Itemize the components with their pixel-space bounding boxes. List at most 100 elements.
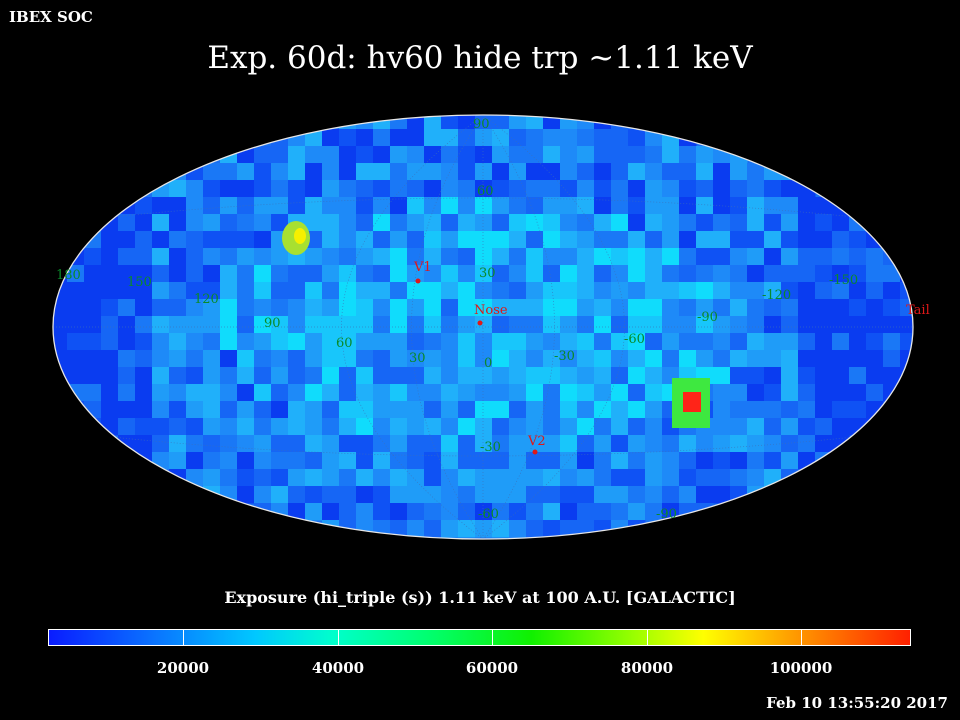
- exposure-cell: [424, 265, 442, 283]
- exposure-cell: [203, 384, 221, 402]
- exposure-cell: [407, 282, 425, 300]
- exposure-cell: [339, 333, 357, 351]
- exposure-cell: [526, 452, 544, 470]
- exposure-cell: [101, 316, 119, 334]
- exposure-cell: [696, 299, 714, 317]
- colorbar-tick: [338, 629, 339, 646]
- exposure-cell: [424, 180, 442, 198]
- exposure-cell: [424, 435, 442, 453]
- exposure-cell: [118, 350, 136, 368]
- exposure-cell: [832, 401, 850, 419]
- exposure-cell: [492, 115, 510, 130]
- exposure-cell: [832, 231, 850, 249]
- exposure-cell: [628, 435, 646, 453]
- exposure-cell: [390, 214, 408, 232]
- exposure-cell: [186, 435, 204, 453]
- exposure-cell: [509, 299, 527, 317]
- exposure-cell: [764, 384, 782, 402]
- exposure-cell: [441, 350, 459, 368]
- exposure-cell: [662, 231, 680, 249]
- exposure-cell: [713, 231, 731, 249]
- exposure-cell: [254, 333, 272, 351]
- exposure-cell: [322, 214, 340, 232]
- exposure-cell: [254, 282, 272, 300]
- exposure-cell: [679, 265, 697, 283]
- exposure-cell: [237, 452, 255, 470]
- exposure-cell: [271, 214, 289, 232]
- exposure-cell: [526, 265, 544, 283]
- exposure-cell: [492, 146, 510, 164]
- exposure-cell: [645, 316, 663, 334]
- exposure-cell: [509, 350, 527, 368]
- exposure-cell: [696, 282, 714, 300]
- exposure-cell: [509, 469, 527, 487]
- exposure-cell: [441, 299, 459, 317]
- exposure-cell: [424, 486, 442, 504]
- exposure-cell: [407, 197, 425, 215]
- exposure-cell: [322, 197, 340, 215]
- longitude-label: 150: [127, 275, 152, 290]
- exposure-cell: [305, 401, 323, 419]
- exposure-cell: [407, 265, 425, 283]
- longitude-label: 120: [194, 292, 219, 307]
- exposure-cell: [441, 520, 459, 538]
- exposure-cell: [390, 282, 408, 300]
- exposure-cell: [832, 384, 850, 402]
- exposure-cell: [288, 299, 306, 317]
- exposure-cell: [560, 435, 578, 453]
- exposure-cell: [254, 180, 272, 198]
- exposure-cell: [339, 435, 357, 453]
- exposure-cell: [781, 350, 799, 368]
- exposure-cell: [543, 299, 561, 317]
- exposure-cell: [254, 146, 272, 164]
- exposure-cell: [356, 299, 374, 317]
- exposure-cell: [764, 333, 782, 351]
- exposure-cell: [628, 197, 646, 215]
- exposure-cell: [526, 129, 544, 147]
- exposure-cell: [186, 401, 204, 419]
- exposure-cell: [713, 248, 731, 266]
- exposure-cell: [373, 503, 391, 521]
- exposure-cell: [645, 248, 663, 266]
- exposure-cell: [390, 503, 408, 521]
- exposure-cell: [747, 316, 765, 334]
- exposure-cell: [781, 316, 799, 334]
- exposure-cell: [203, 316, 221, 334]
- exposure-cell: [713, 469, 731, 487]
- exposure-cell: [594, 367, 612, 385]
- exposure-cell: [866, 282, 884, 300]
- exposure-cell: [492, 214, 510, 232]
- exposure-cell: [186, 367, 204, 385]
- exposure-cell: [220, 350, 238, 368]
- exposure-cell: [475, 180, 493, 198]
- exposure-cell: [254, 299, 272, 317]
- exposure-cell: [407, 214, 425, 232]
- exposure-cell: [492, 265, 510, 283]
- exposure-cell: [526, 350, 544, 368]
- exposure-cell: [254, 367, 272, 385]
- exposure-cell: [781, 248, 799, 266]
- exposure-cell: [169, 214, 187, 232]
- exposure-cell: [815, 316, 833, 334]
- exposure-cell: [67, 265, 85, 283]
- exposure-cell: [475, 265, 493, 283]
- exposure-cell: [526, 163, 544, 181]
- exposure-cell: [339, 146, 357, 164]
- exposure-cell: [254, 163, 272, 181]
- exposure-cell: [577, 367, 595, 385]
- exposure-cell: [849, 418, 867, 436]
- exposure-cell: [628, 469, 646, 487]
- exposure-cell: [611, 350, 629, 368]
- exposure-cell: [713, 197, 731, 215]
- exposure-cell: [169, 401, 187, 419]
- exposure-cell: [611, 333, 629, 351]
- exposure-cell: [458, 452, 476, 470]
- colorbar-tick-label: 100000: [769, 659, 833, 677]
- exposure-cell: [135, 384, 153, 402]
- exposure-cell: [322, 401, 340, 419]
- exposure-cell: [135, 367, 153, 385]
- exposure-cell: [526, 486, 544, 504]
- exposure-cell: [628, 214, 646, 232]
- longitude-label: -30: [554, 349, 575, 364]
- exposure-cell: [730, 367, 748, 385]
